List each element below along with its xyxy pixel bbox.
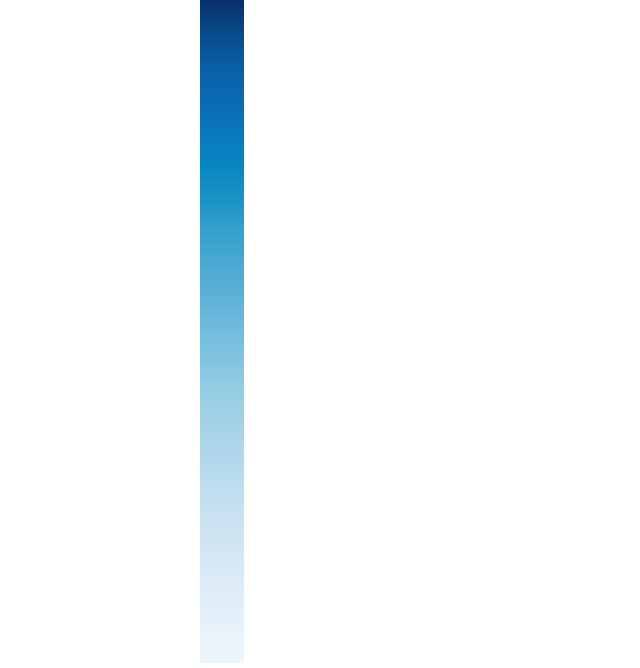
color-bar-segment	[200, 63, 244, 95]
color-bar-segment	[200, 189, 244, 221]
color-bar-segment	[200, 126, 244, 158]
gradient-color-bar	[200, 0, 244, 663]
color-bar-segment	[200, 253, 244, 285]
color-bar-segment	[200, 347, 244, 379]
color-bar-segment	[200, 474, 244, 506]
color-bar-segment	[200, 221, 244, 253]
color-bar-segment	[200, 284, 244, 316]
color-bar-segment	[200, 95, 244, 127]
color-bar-segment	[200, 442, 244, 474]
color-bar-segment	[200, 379, 244, 411]
color-bar-segment	[200, 568, 244, 600]
color-bar-segment	[200, 411, 244, 443]
color-bar-segment	[200, 316, 244, 348]
color-bar-segment	[200, 537, 244, 569]
color-bar-segment	[200, 600, 244, 632]
color-bar-segment	[200, 158, 244, 190]
color-bar-segment	[200, 32, 244, 64]
color-bar-segment	[200, 0, 244, 32]
color-bar-segment	[200, 632, 244, 664]
color-bar-segment	[200, 505, 244, 537]
